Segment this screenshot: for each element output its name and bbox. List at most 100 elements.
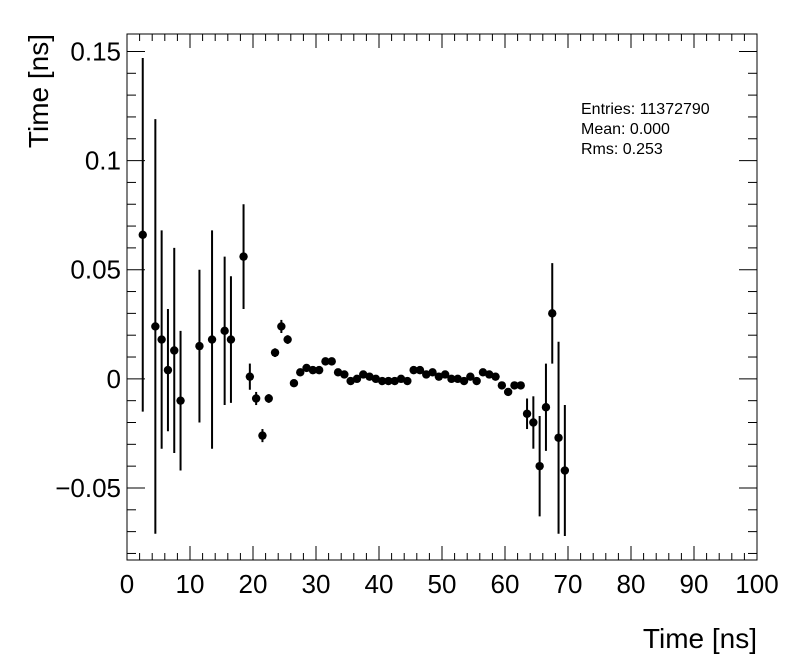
- data-point: [264, 394, 273, 403]
- y-tick-label: −0.05: [55, 473, 121, 503]
- marker: [554, 433, 563, 442]
- data-point: [522, 398, 532, 430]
- x-tick-label: 90: [680, 569, 709, 599]
- data-point: [163, 309, 173, 432]
- marker: [503, 387, 513, 397]
- marker: [466, 372, 475, 381]
- data-point: [497, 381, 507, 390]
- marker: [157, 335, 166, 344]
- x-tick-label: 30: [302, 569, 331, 599]
- data-point: [226, 276, 236, 403]
- marker: [440, 370, 450, 379]
- marker: [371, 374, 381, 384]
- data-point: [277, 319, 286, 334]
- x-tick-label: 60: [491, 569, 520, 599]
- x-tick-label: 100: [735, 569, 778, 599]
- data-point: [541, 363, 551, 451]
- data-point: [258, 429, 267, 443]
- data-point: [554, 341, 563, 534]
- y-tick-label: 0.05: [70, 255, 121, 285]
- stats-entries: Entries: 11372790: [581, 101, 710, 118]
- data-point: [409, 365, 418, 375]
- data-point: [308, 365, 318, 375]
- data-point: [548, 263, 557, 364]
- marker: [472, 376, 481, 386]
- data-point: [447, 374, 456, 384]
- marker: [195, 341, 204, 351]
- marker: [220, 326, 229, 336]
- marker: [270, 348, 280, 357]
- marker: [365, 372, 374, 381]
- marker: [384, 376, 393, 386]
- data-point: [321, 357, 330, 366]
- data-point: [434, 372, 444, 381]
- marker: [459, 376, 469, 386]
- marker: [346, 376, 355, 386]
- data-point: [157, 230, 166, 449]
- data-point: [296, 368, 305, 377]
- data-point: [220, 256, 229, 406]
- data-point: [510, 381, 519, 390]
- x-tick-label: 10: [176, 569, 205, 599]
- data-point: [422, 370, 431, 379]
- marker: [138, 230, 147, 239]
- x-tick-label: 40: [365, 569, 394, 599]
- y-tick-labels: −0.05 0 0.05 0.1 0.15: [55, 36, 121, 503]
- marker: [390, 376, 399, 386]
- data-point: [151, 119, 160, 534]
- data-point: [207, 230, 217, 449]
- marker: [409, 365, 418, 375]
- marker: [491, 372, 500, 381]
- data-point: [314, 365, 324, 375]
- marker: [560, 466, 570, 475]
- data-point: [283, 335, 292, 344]
- data-point: [270, 348, 280, 358]
- data-point: [289, 379, 299, 388]
- x-tick-label: 50: [428, 569, 457, 599]
- data-point: [176, 330, 185, 471]
- axis-ticks: [126, 34, 758, 560]
- data-point: [239, 204, 248, 310]
- y-tick-label: 0.1: [85, 146, 121, 176]
- marker: [422, 370, 431, 379]
- data-point: [377, 376, 387, 386]
- x-tick-labels: 0 10 20 30 40 50 60 70 80 90 100: [120, 569, 779, 599]
- marker: [207, 335, 217, 344]
- stats-mean: Mean: 0.000: [581, 121, 670, 138]
- marker: [377, 376, 387, 386]
- marker: [485, 370, 494, 379]
- data-point: [346, 376, 355, 386]
- marker: [239, 252, 248, 261]
- y-tick-label: 0.15: [70, 36, 121, 66]
- marker: [314, 365, 324, 375]
- data-point: [390, 376, 399, 386]
- y-axis-title: Time [ns]: [23, 34, 54, 148]
- data-point: [472, 376, 481, 386]
- marker: [170, 346, 179, 355]
- stats-rms: Rms: 0.253: [581, 141, 663, 158]
- data-point: [516, 381, 525, 390]
- x-tick-label: 0: [120, 569, 134, 599]
- marker: [296, 368, 305, 377]
- marker: [308, 365, 318, 375]
- data-point: [535, 415, 544, 517]
- data-point: [560, 405, 570, 536]
- marker: [497, 381, 507, 390]
- marker: [289, 379, 299, 388]
- data-point: [478, 368, 488, 377]
- data-point: [327, 357, 336, 366]
- data-point: [359, 370, 368, 379]
- data-point: [491, 372, 500, 381]
- data-point: [138, 58, 147, 412]
- marker: [447, 374, 456, 384]
- data-point: [485, 370, 494, 379]
- x-axis-title: Time [ns]: [643, 623, 757, 654]
- marker: [415, 365, 425, 375]
- data-point: [529, 396, 538, 449]
- data-point: [440, 370, 450, 379]
- marker: [352, 374, 362, 384]
- marker: [396, 374, 406, 384]
- x-tick-label: 70: [554, 569, 583, 599]
